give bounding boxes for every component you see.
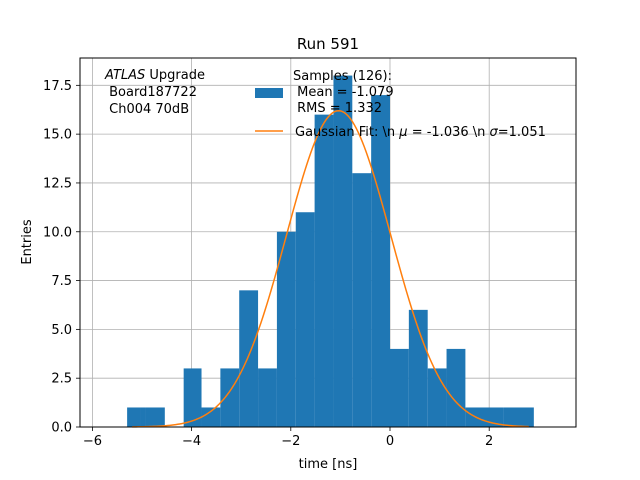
legend-histogram-label-line-1: Samples (126): bbox=[293, 69, 392, 84]
annotation-upgrade: Upgrade bbox=[145, 68, 205, 83]
legend-fit-mu: μ bbox=[398, 125, 407, 140]
histogram-bar bbox=[371, 95, 390, 427]
x-tick-label: 2 bbox=[485, 434, 493, 449]
histogram-bar bbox=[220, 368, 240, 427]
y-tick-label: 15.0 bbox=[43, 128, 72, 143]
y-tick-label: 7.5 bbox=[51, 274, 72, 289]
annotation-line-2: Board187722 bbox=[105, 85, 197, 100]
gaussian-fit-curve bbox=[132, 109, 529, 428]
histogram-bar bbox=[140, 407, 146, 427]
annotation-line-1: ATLAS Upgrade bbox=[104, 68, 205, 83]
histogram-bar bbox=[183, 368, 202, 427]
axis-ticks: −6 −4 −2 0 2 0.0 2.5 5.0 7.5 10.0 12.5 15.0 17.5 bbox=[43, 79, 493, 449]
histogram-bar bbox=[314, 114, 334, 427]
legend-histogram-label-line-3: RMS = 1.332 bbox=[293, 101, 382, 116]
histogram-bar bbox=[239, 290, 259, 427]
histogram-bar bbox=[390, 348, 409, 427]
histogram-bar bbox=[446, 348, 466, 427]
histogram-bar bbox=[427, 368, 447, 427]
annotation-atlas: ATLAS bbox=[104, 68, 145, 83]
legend-fit-mid: = -1.036 \n bbox=[408, 125, 490, 140]
x-tick-label: −2 bbox=[281, 434, 300, 449]
y-tick-label: 2.5 bbox=[51, 372, 72, 387]
histogram-bar bbox=[333, 75, 353, 428]
histogram-bar bbox=[258, 368, 277, 427]
legend-histogram-label-line-2: Mean = -1.079 bbox=[293, 85, 394, 100]
chart-title: Run 591 bbox=[297, 35, 359, 53]
legend-fit-label: Gaussian Fit: \n μ = -1.036 \n σ=1.051 bbox=[295, 125, 546, 140]
x-axis-label: time [ns] bbox=[299, 457, 358, 472]
y-tick-label: 0.0 bbox=[51, 421, 72, 436]
legend-histogram-swatch bbox=[255, 88, 283, 98]
x-tick-label: −6 bbox=[83, 434, 102, 449]
x-tick-label: 0 bbox=[386, 434, 394, 449]
histogram-bar bbox=[127, 407, 141, 427]
y-axis-label: Entries bbox=[20, 219, 35, 265]
legend-fit-sigma: σ bbox=[490, 125, 499, 140]
y-tick-label: 12.5 bbox=[43, 176, 72, 191]
y-tick-label: 10.0 bbox=[43, 225, 72, 240]
histogram-bar bbox=[408, 309, 428, 427]
histogram-bar bbox=[503, 407, 534, 427]
histogram-bar bbox=[145, 407, 165, 427]
histogram-bar bbox=[352, 173, 372, 427]
plot-frame bbox=[79, 57, 577, 428]
annotation-line-3: Ch004 70dB bbox=[105, 102, 189, 117]
x-tick-label: −4 bbox=[182, 434, 201, 449]
y-tick-label: 17.5 bbox=[43, 79, 72, 94]
histogram-bar bbox=[276, 231, 296, 427]
legend: Samples (126): Mean = -1.079 RMS = 1.332… bbox=[255, 69, 546, 140]
histogram-bar bbox=[201, 407, 221, 427]
histogram-bar bbox=[295, 212, 315, 427]
legend-fit-end: =1.051 bbox=[498, 125, 546, 140]
histogram-bars bbox=[127, 75, 534, 428]
histogram-bar bbox=[465, 407, 504, 427]
y-tick-label: 5.0 bbox=[51, 323, 72, 338]
atlas-annotation: ATLAS Upgrade Board187722 Ch004 70dB bbox=[104, 68, 205, 117]
legend-fit-label-start: Gaussian Fit: \n bbox=[295, 125, 399, 140]
